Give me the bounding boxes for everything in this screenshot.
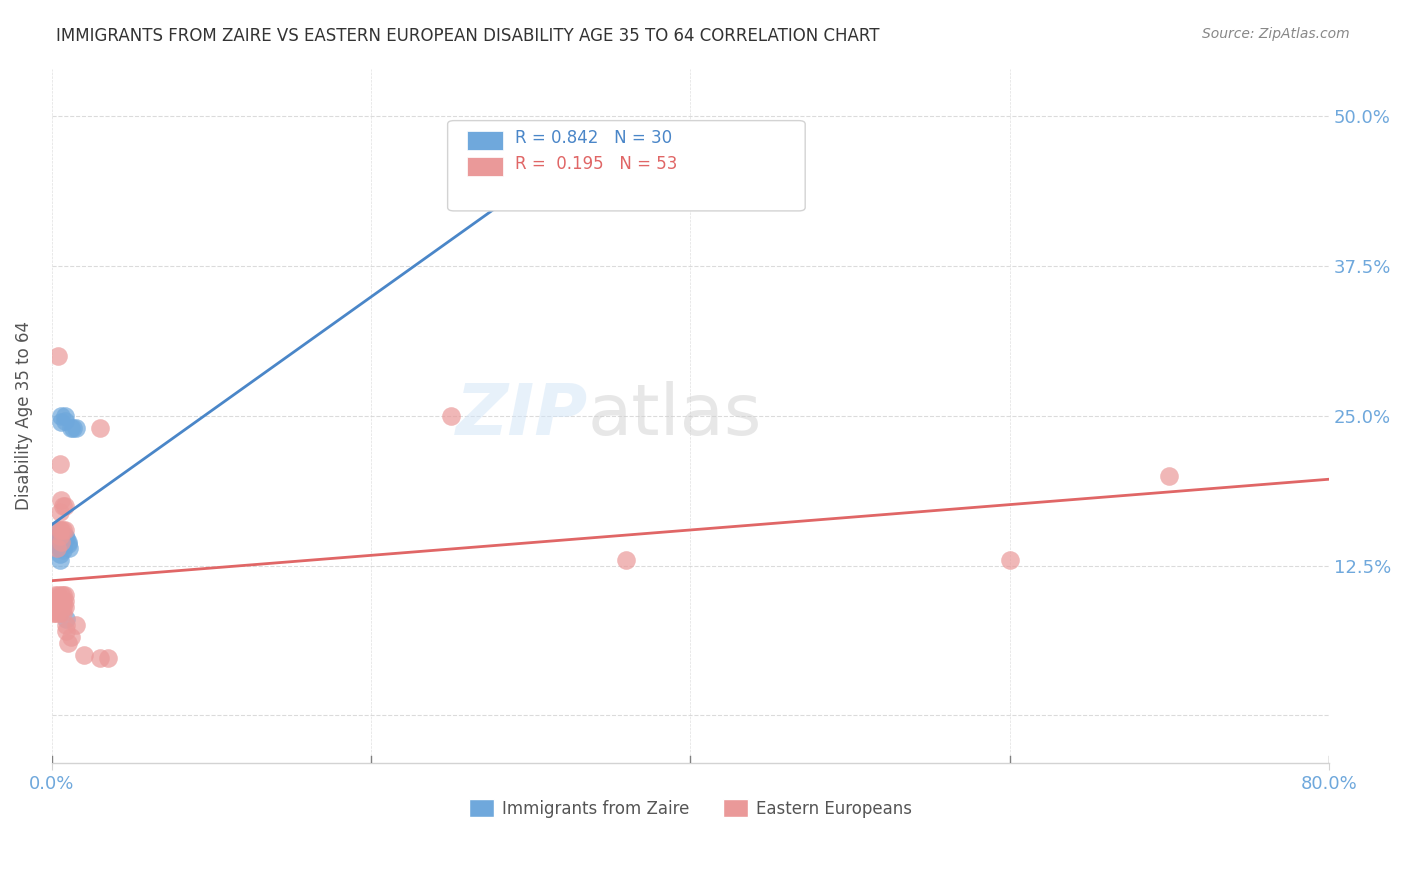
Point (55, 624, 77, 639)
Point (51, 594, 73, 608)
Point (51, 492, 73, 507)
Point (52, 499, 75, 513)
Point (48, 523, 70, 537)
Text: IMMIGRANTS FROM ZAIRE VS EASTERN EUROPEAN DISABILITY AGE 35 TO 64 CORRELATION CH: IMMIGRANTS FROM ZAIRE VS EASTERN EUROPEA… (56, 27, 880, 45)
Point (503, 194, 526, 208)
Point (59, 631, 82, 645)
Point (42, 600, 65, 615)
Point (46, 589, 69, 603)
Point (45, 541, 67, 555)
Point (56, 534, 79, 549)
Point (53, 600, 76, 615)
Point (616, 552, 638, 566)
Point (52, 538, 75, 552)
Point (52, 600, 75, 615)
Point (51, 531, 73, 545)
Point (44, 589, 66, 603)
Point (46, 349, 69, 363)
Point (42, 607, 65, 621)
Point (65, 421, 87, 435)
Point (56, 537, 79, 551)
FancyBboxPatch shape (467, 131, 502, 151)
Point (55, 618, 77, 632)
Point (52, 534, 75, 549)
Point (44, 591, 66, 605)
Point (52, 594, 75, 608)
Point (46, 528, 69, 542)
Point (52, 607, 75, 621)
Point (53, 589, 76, 603)
Point (45, 523, 67, 537)
Point (51, 534, 73, 549)
Point (51, 600, 73, 615)
Point (48, 541, 70, 555)
Point (51, 409, 73, 423)
Point (46, 594, 69, 608)
Point (65, 618, 87, 632)
Point (53, 528, 76, 542)
Point (46, 537, 69, 551)
Point (48, 552, 70, 566)
Text: atlas: atlas (588, 381, 762, 450)
Point (97, 650, 120, 665)
Point (52, 543, 75, 558)
Point (55, 531, 77, 545)
Point (52, 531, 75, 545)
FancyBboxPatch shape (467, 157, 502, 177)
Point (48, 457, 70, 471)
Point (53, 414, 76, 428)
Point (1159, 468, 1181, 483)
Point (42, 534, 65, 549)
Point (440, 409, 463, 423)
Point (53, 523, 76, 537)
Point (62, 421, 84, 435)
Point (48, 547, 70, 561)
Point (56, 636, 79, 650)
Point (51, 537, 73, 551)
Point (53, 409, 76, 423)
Point (45, 600, 67, 615)
Point (53, 594, 76, 608)
Point (52, 589, 75, 603)
Point (48, 505, 70, 519)
Point (48, 607, 70, 621)
Point (45, 538, 67, 552)
Text: R = 0.842   N = 30: R = 0.842 N = 30 (516, 129, 672, 147)
Point (44, 607, 66, 621)
Point (46, 600, 69, 615)
Point (48, 528, 70, 542)
FancyBboxPatch shape (447, 120, 806, 211)
Point (52, 523, 75, 537)
Point (58, 541, 80, 555)
Point (89, 421, 111, 435)
Legend: Immigrants from Zaire, Eastern Europeans: Immigrants from Zaire, Eastern Europeans (463, 793, 918, 824)
Text: R =  0.195   N = 53: R = 0.195 N = 53 (516, 154, 678, 173)
Point (51, 534, 73, 549)
Point (44, 600, 66, 615)
Point (59, 421, 82, 435)
Point (51, 523, 73, 537)
Point (44, 603, 66, 617)
Point (48, 600, 70, 615)
Point (998, 552, 1021, 566)
Text: Source: ZipAtlas.com: Source: ZipAtlas.com (1202, 27, 1350, 41)
Point (73, 648, 96, 663)
Text: ZIP: ZIP (456, 381, 588, 450)
Point (48, 594, 70, 608)
Point (53, 499, 76, 513)
Point (45, 607, 67, 621)
Point (51, 589, 73, 603)
Point (45, 531, 67, 545)
Point (45, 604, 67, 618)
Point (45, 594, 67, 608)
Y-axis label: Disability Age 35 to 64: Disability Age 35 to 64 (15, 321, 32, 510)
Point (89, 650, 111, 665)
Point (51, 415, 73, 429)
Point (55, 612, 77, 626)
